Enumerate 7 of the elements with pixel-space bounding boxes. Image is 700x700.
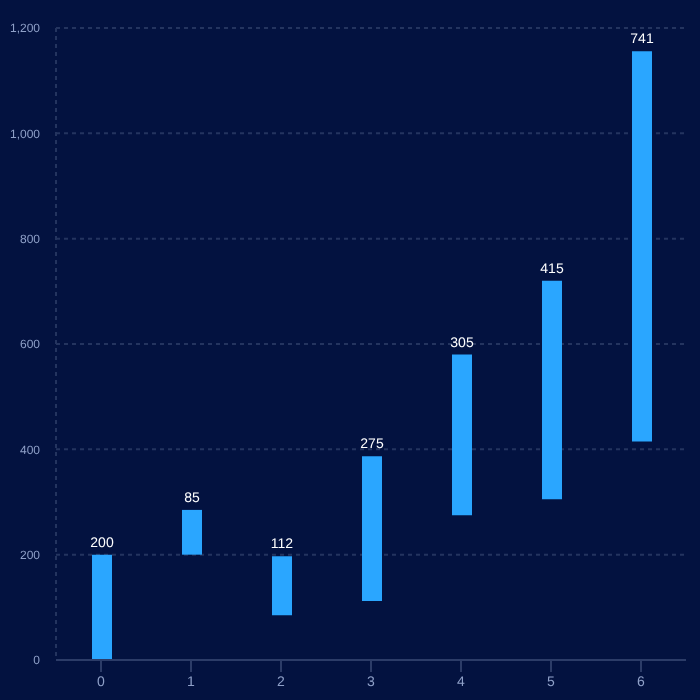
bar <box>362 456 382 602</box>
bar <box>542 280 562 500</box>
bar <box>92 554 112 660</box>
bar <box>272 556 292 616</box>
bar <box>632 51 652 442</box>
bar <box>452 354 472 516</box>
bar <box>182 509 202 555</box>
